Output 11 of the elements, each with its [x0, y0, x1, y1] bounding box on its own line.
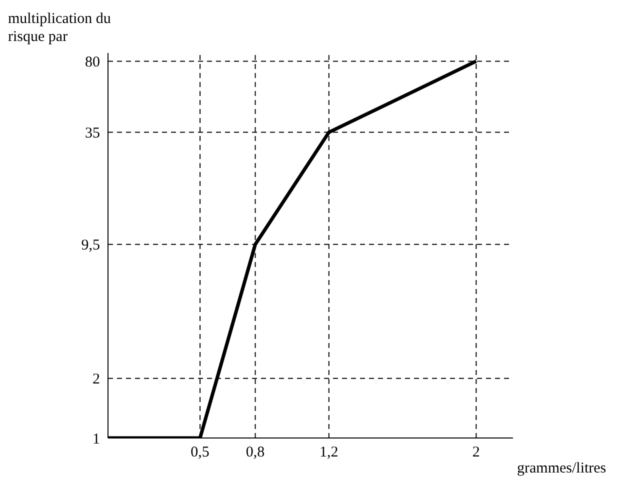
x-tick-label: 0,5 — [190, 444, 210, 461]
y-tick-label: 2 — [92, 372, 100, 388]
y-tick-label: 35 — [85, 126, 100, 142]
y-axis-title: multiplication du risque par — [8, 10, 112, 46]
x-axis-title: grammes/litres — [517, 460, 606, 476]
y-tick-label: 9,5 — [81, 238, 100, 254]
x-tick-label: 2 — [472, 444, 480, 461]
x-tick-label: 1,2 — [320, 444, 338, 461]
y-tick-label: 1 — [92, 431, 100, 448]
x-tick-label: 0,8 — [246, 444, 265, 461]
y-tick-label: 80 — [85, 54, 100, 71]
